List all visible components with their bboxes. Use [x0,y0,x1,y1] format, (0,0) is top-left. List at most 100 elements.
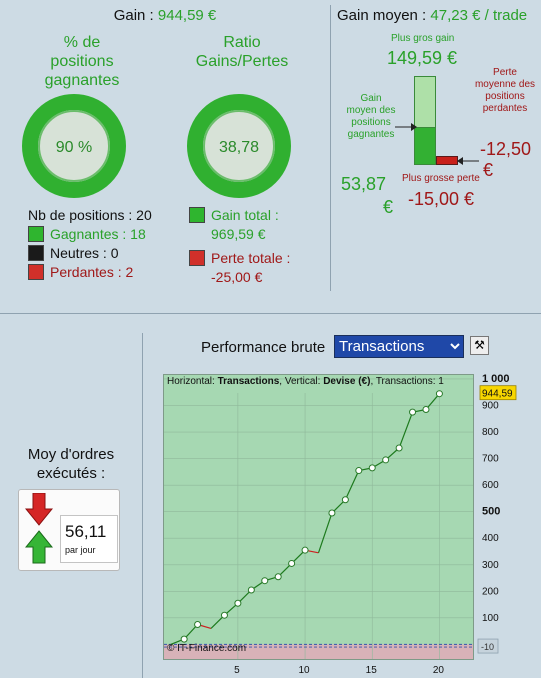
gm-l2: moyen des [346,105,396,116]
top-divider-vertical [330,5,331,291]
perte-totale-label: Perte totale : [211,250,291,266]
wrench-icon[interactable]: ⚒ [470,336,489,355]
plus-gros-gain-label: Plus gros gain [391,33,455,44]
chart-line-segment [344,470,360,500]
gagnantes-swatch [28,226,44,242]
chart-ytick-label: 800 [482,427,499,438]
gm-l1: Gain [360,93,382,104]
chart-data-point [301,546,309,554]
donut-track [22,94,126,198]
middle-divider [0,313,541,314]
chart-header-mid: , Vertical: [279,376,324,387]
chart-last-value-badge-bg [479,385,517,401]
gain-label: Gain : [113,7,158,24]
perte-moyenne-value-num: -12,50 [480,139,532,159]
ratio-title: Ratio Gains/Pertes [160,33,324,71]
chart-header-prefix: Horizontal: [167,376,218,387]
chart-header: Horizontal: Transactions, Vertical: Devi… [167,376,471,387]
chart-line-segment [317,512,333,554]
chart-ytick-label: 1 000 [482,373,510,385]
orders-title-l1: Moy d'ordres [27,446,115,463]
chart-data-point [288,559,296,567]
gain-moyen-value-num: 53,87 [341,174,387,194]
chart-data-point [234,599,242,607]
donut-track [187,94,291,198]
gm-l3: positions [351,117,391,128]
chart-header-suffix: , Transactions: 1 [370,376,444,387]
chart-ytick-label: 600 [482,480,499,491]
performance-select[interactable]: Transactions [334,335,464,358]
chart-data-point [194,620,202,628]
perdantes-label: Perdantes : 2 [50,264,134,280]
orders-title-l2: exécutés : [36,465,106,482]
orders-value: 56,11 [65,522,107,541]
chart-last-value-badge: 944,59 [482,389,513,400]
chart-data-point [274,573,282,581]
orders-title: Moy d'ordres exécutés : [0,445,142,483]
chart-ytick-label: 300 [482,560,499,571]
pct-positions-title: % de positions gagnantes [0,33,164,90]
chart-ytick-label: 500 [482,506,500,518]
gain-total-swatch [189,207,205,223]
ratio-title-l2: Gains/Pertes [195,53,289,70]
ratio-title-l1: Ratio [223,34,261,51]
chart-data-point [328,509,336,517]
pm-l2: moyenne des [474,79,536,90]
chart-xtick-label: 10 [299,665,311,676]
chart-data-point [220,611,228,619]
perte-moyenne-value-cur: € [483,160,494,180]
pm-l3: positions [485,91,525,102]
bottom-divider-vertical [142,333,143,678]
chart-xtick-label: 15 [366,665,378,676]
chart-data-point [341,496,349,504]
pct-title-l2: positions [50,53,114,70]
chart-y-axis: 100 200 300 400 500 600 700 800 900 1 000 944,59 -1… [477,373,517,654]
chart-header-h: Transactions [217,376,280,387]
arrow-down-icon [25,493,53,526]
pct-title-l1: % de [63,34,101,51]
plus-grosse-perte-value: -15,00 € [408,189,475,209]
gagnantes-label: Gagnantes : 18 [50,226,146,242]
pm-l4: perdantes [482,103,528,114]
gm-l4: gagnantes [347,129,395,140]
perte-totale-value: -25,00 € [211,269,263,285]
chart-data-point [247,586,255,594]
gain-value: 944,59 € [157,7,217,24]
chart-data-point [180,635,188,643]
perte-bar [436,156,458,165]
chart-data-point [368,464,376,472]
chart-x-axis: 5 10 15 20 [234,665,444,676]
perte-moyenne-desc: Perte moyenne des positions perdantes [470,67,540,115]
chart-ytick-label: 900 [482,401,499,412]
nb-positions: Nb de positions : 20 [28,207,152,223]
pm-l1: Perte [493,67,517,78]
chart-data-point [355,467,363,475]
ratio-donut: 38,78 [187,94,291,198]
chart-data-point [409,408,417,416]
performance-label: Performance brute [201,339,326,356]
gain-moyen-desc: Gain moyen des positions gagnantes [336,93,406,141]
pct-positions-donut: 90 % [22,94,126,198]
pct-title-l3: gagnantes [44,72,120,89]
chart-data-point [435,390,443,398]
chart-data-point [395,444,403,452]
gain-total-value: 969,59 € [211,226,266,242]
chart-negative-zone [164,644,473,659]
chart-neg-tick-label: -10 [481,642,494,652]
ratio-value: 38,78 [219,139,259,156]
chart-line-segment [398,411,414,449]
chart-ytick-label: 400 [482,533,499,544]
chart-svg [164,378,473,659]
gain-total-label: Gain total : [211,207,279,223]
neutres-label: Neutres : 0 [50,245,119,261]
chart-header-v: Devise (€) [323,376,371,387]
orders-value-box [60,515,118,563]
gain-moyen-value-cur: € [383,197,394,217]
gain-moyen-value: 47,23 € / trade [430,7,528,24]
chart-watermark: © IT-Finance.com [167,643,247,654]
gain-bar-avg-fill [414,127,436,165]
chart-xtick-label: 5 [234,665,240,676]
pct-value: 90 % [56,139,92,156]
chart-ytick-label: 200 [482,586,499,597]
orders-unit: par jour [65,545,96,555]
